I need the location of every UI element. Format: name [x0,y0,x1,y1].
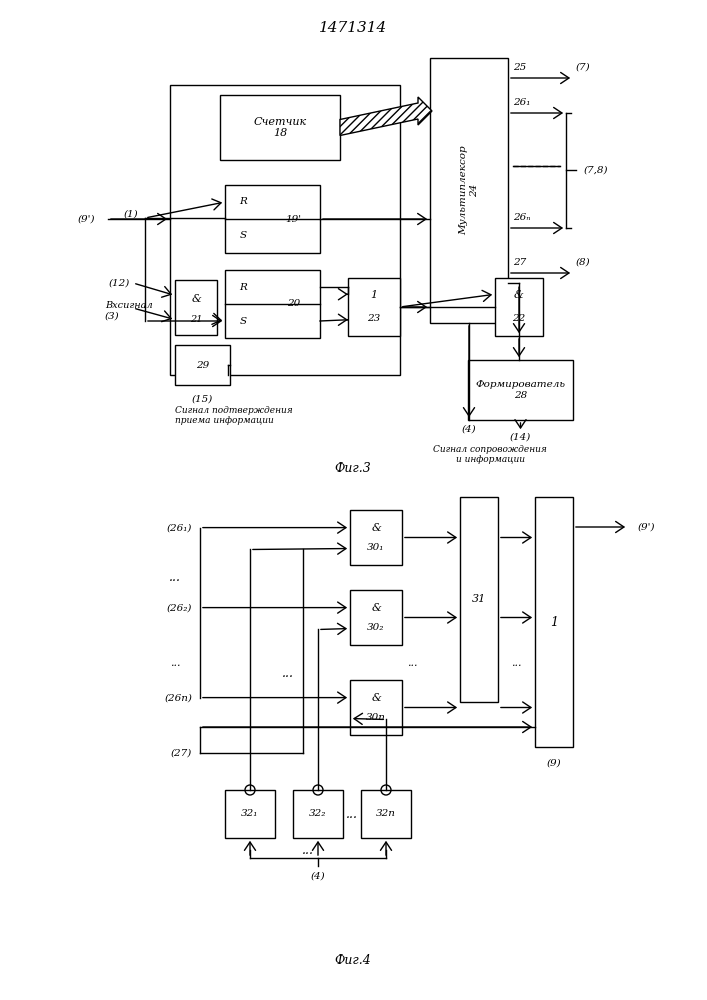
Text: (15): (15) [192,395,213,404]
Text: Формирователь
28: Формирователь 28 [476,380,566,400]
Text: S: S [240,316,247,326]
Text: (9): (9) [547,759,561,768]
Text: 31: 31 [472,594,486,604]
Bar [348,278,400,336]
Text: Счетчик
18: Счетчик 18 [253,117,307,138]
Text: 27: 27 [513,258,526,267]
Text: 32₁: 32₁ [241,810,259,818]
Text: (3): (3) [105,312,119,320]
Text: 25: 25 [513,63,526,72]
Text: (26₁): (26₁) [167,523,192,532]
Text: &: & [371,693,381,703]
Text: 22: 22 [513,314,525,323]
Text: 19': 19' [286,215,301,224]
Text: &: & [514,290,524,300]
Bar [350,680,402,735]
Bar [225,790,275,838]
Bar [293,790,343,838]
Text: (9'): (9') [638,522,655,532]
Text: 23: 23 [368,314,380,323]
Bar [220,95,340,160]
Bar [225,185,320,253]
Text: ...: ... [170,658,180,668]
Text: ...: ... [169,571,181,584]
Text: R: R [239,198,247,207]
Polygon shape [340,97,432,135]
Bar [350,590,402,645]
Text: ...: ... [282,667,294,680]
Text: Фиг.4: Фиг.4 [334,954,371,966]
Text: Вхсигнал: Вхсигнал [105,300,153,310]
Bar [468,360,573,420]
Bar [175,345,230,385]
Text: приема информации: приема информации [175,416,274,425]
Text: 26₁: 26₁ [513,98,530,107]
Text: (26n): (26n) [164,693,192,702]
Text: 21: 21 [189,315,202,324]
Text: (7): (7) [576,63,590,72]
Bar [460,497,498,702]
Text: S: S [240,232,247,240]
Text: (8): (8) [576,258,590,267]
Text: 1: 1 [550,615,558,629]
Text: (4): (4) [310,872,325,881]
Text: (27): (27) [171,748,192,758]
Text: 1: 1 [370,290,378,300]
Bar [225,270,320,338]
Bar [430,58,508,323]
Text: (7,8): (7,8) [584,165,609,174]
Text: &: & [191,294,201,304]
Bar [175,280,217,335]
Text: ...: ... [511,658,522,668]
Text: и информации: и информации [455,455,525,464]
Text: (14): (14) [510,433,531,442]
Text: 29: 29 [196,360,209,369]
Text: ...: ... [407,658,417,668]
Text: 30₂: 30₂ [368,623,385,632]
Text: 20: 20 [287,300,300,308]
Text: 30n: 30n [366,713,386,722]
Bar [535,497,573,747]
Text: R: R [239,282,247,292]
Text: (4): (4) [462,425,477,434]
Text: (1): (1) [124,210,138,219]
Text: Сигнал сопровождения: Сигнал сопровождения [433,445,547,454]
Text: ...: ... [302,844,314,856]
Text: &: & [371,603,381,613]
Text: 32₂: 32₂ [310,810,327,818]
Bar [170,85,400,375]
Bar [361,790,411,838]
Text: 30₁: 30₁ [368,543,385,552]
Bar [495,278,543,336]
Text: (26₂): (26₂) [167,603,192,612]
Text: Сигнал подтверждения: Сигнал подтверждения [175,406,293,415]
Bar [350,510,402,565]
Text: (12): (12) [109,278,130,288]
Text: (9'): (9') [78,215,95,224]
Text: Фиг.3: Фиг.3 [334,462,371,475]
Text: &: & [371,523,381,533]
Text: Мультиплексор
24: Мультиплексор 24 [460,146,479,235]
Text: ...: ... [346,808,358,820]
Text: 32n: 32n [376,810,396,818]
Text: 1471314: 1471314 [319,21,387,35]
Text: 26ₙ: 26ₙ [513,213,530,222]
